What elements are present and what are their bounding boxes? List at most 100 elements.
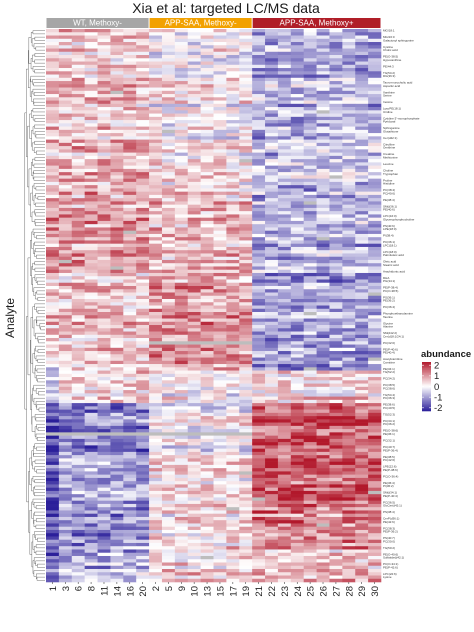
- heatmap-cell: [58, 178, 73, 183]
- heatmap-cell: [71, 32, 85, 36]
- heatmap-cell: [355, 347, 369, 352]
- heatmap-cell: [265, 523, 279, 527]
- heatmap-cell: [123, 490, 137, 495]
- heatmap-cell: [84, 354, 98, 358]
- heatmap-cell: [368, 422, 382, 427]
- heatmap-cell: [110, 246, 124, 251]
- heatmap-cell: [252, 399, 266, 404]
- heatmap-cell: [239, 481, 253, 485]
- heatmap-cell: [239, 207, 253, 212]
- heatmap-cell: [149, 516, 163, 521]
- heatmap-cell: [342, 298, 356, 303]
- heatmap-cell: [316, 409, 330, 414]
- heatmap-cell: [316, 116, 330, 121]
- heatmap-cell: [329, 211, 343, 215]
- heatmap-cell: [84, 136, 98, 140]
- heatmap-cell: [123, 155, 137, 160]
- heatmap-cell: [58, 406, 73, 410]
- heatmap-cell: [226, 94, 240, 98]
- heatmap-cell: [71, 188, 85, 192]
- heatmap-cell: [368, 328, 382, 332]
- heatmap-cell: [84, 217, 98, 222]
- heatmap-cell: [174, 289, 189, 293]
- heatmap-cell: [252, 536, 266, 541]
- heatmap-cell: [342, 77, 356, 82]
- heatmap-cell: [239, 107, 253, 111]
- heatmap-cell: [277, 123, 292, 127]
- heatmap-cell: [329, 302, 343, 306]
- heatmap-cell: [161, 318, 176, 323]
- heatmap-cell: [84, 38, 98, 43]
- heatmap-cell: [161, 542, 176, 547]
- heatmap-cell: [161, 126, 176, 131]
- heatmap-cell: [226, 136, 240, 140]
- row-label: Galactosyl sphingosine: [383, 38, 414, 42]
- heatmap-cell: [161, 412, 176, 417]
- heatmap-cell: [277, 74, 292, 79]
- heatmap-cell: [342, 48, 356, 53]
- heatmap-cell: [316, 546, 330, 550]
- heatmap-cell: [136, 198, 150, 202]
- heatmap-cell: [368, 542, 382, 547]
- heatmap-cell: [252, 390, 266, 394]
- heatmap-cell: [200, 295, 214, 300]
- heatmap-cell: [200, 185, 214, 189]
- heatmap-cell: [97, 168, 111, 173]
- heatmap-cell: [97, 107, 111, 111]
- heatmap-cell: [303, 419, 317, 423]
- heatmap-cell: [355, 412, 369, 417]
- heatmap-cell: [149, 575, 163, 580]
- heatmap-cell: [316, 266, 330, 271]
- heatmap-cell: [290, 126, 304, 131]
- heatmap-cell: [58, 419, 73, 423]
- heatmap-cell: [226, 35, 240, 40]
- heatmap-cell: [329, 42, 343, 46]
- heatmap-cell: [71, 74, 85, 79]
- heatmap-cell: [58, 559, 73, 563]
- heatmap-cell: [239, 42, 253, 46]
- heatmap-cell: [368, 578, 382, 583]
- heatmap-cell: [316, 74, 330, 79]
- heatmap-cell: [200, 227, 214, 231]
- heatmap-cell: [329, 318, 343, 323]
- heatmap-cell: [239, 578, 253, 583]
- heatmap-cell: [239, 51, 253, 56]
- heatmap-cell: [97, 224, 111, 228]
- heatmap-cell: [329, 191, 343, 196]
- heatmap-cell: [149, 331, 163, 336]
- heatmap-cell: [174, 565, 189, 570]
- heatmap-cell: [136, 289, 150, 293]
- heatmap-cell: [97, 526, 111, 531]
- heatmap-cell: [136, 305, 150, 310]
- heatmap-cell: [136, 204, 150, 209]
- heatmap-cell: [277, 282, 292, 287]
- heatmap-cell: [290, 149, 304, 153]
- heatmap-cell: [252, 227, 266, 231]
- heatmap-cell: [58, 549, 73, 554]
- heatmap-cells: [46, 29, 382, 583]
- heatmap-cell: [316, 406, 330, 410]
- heatmap-cell: [329, 464, 343, 469]
- heatmap-cell: [213, 494, 227, 498]
- heatmap-cell: [84, 142, 98, 147]
- heatmap-cell: [342, 207, 356, 212]
- heatmap-cell: [226, 321, 240, 326]
- heatmap-cell: [123, 312, 137, 316]
- heatmap-cell: [226, 55, 240, 59]
- heatmap-cell: [239, 97, 253, 101]
- heatmap-cell: [265, 217, 279, 222]
- heatmap-cell: [110, 61, 124, 66]
- heatmap-cell: [71, 526, 85, 531]
- heatmap-cell: [136, 471, 150, 475]
- heatmap-cell: [303, 269, 317, 274]
- heatmap-cell: [71, 552, 85, 557]
- heatmap-cell: [329, 412, 343, 417]
- heatmap-cell: [355, 279, 369, 284]
- heatmap-cell: [97, 42, 111, 46]
- heatmap-cell: [161, 292, 176, 297]
- row-label: LPC(16:0): [383, 214, 397, 218]
- heatmap-cell: [46, 237, 60, 241]
- heatmap-cell: [84, 81, 98, 85]
- row-label: Sphinganine: [383, 126, 400, 130]
- heatmap-cell: [187, 341, 201, 345]
